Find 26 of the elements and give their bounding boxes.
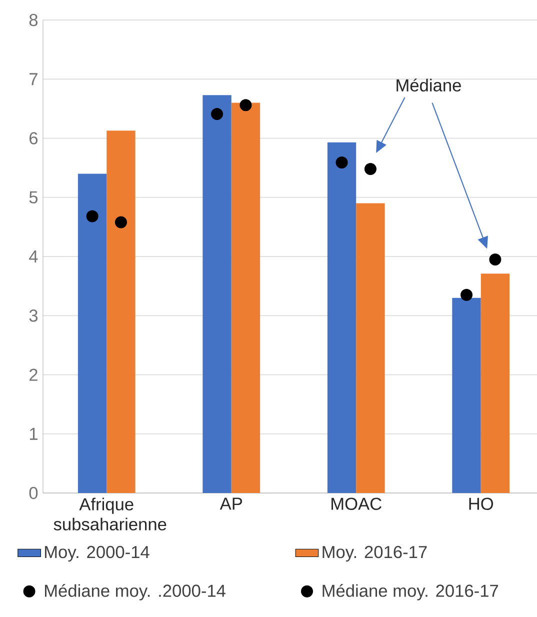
y-tick-label: 2	[30, 368, 38, 381]
y-tick-label: 3	[29, 309, 38, 322]
legend-label: Médiane moy. .2000-14	[45, 584, 226, 600]
legend-label: Médiane moy. 2016-17	[322, 584, 498, 600]
y-tick-label: 0	[29, 486, 38, 500]
bar	[202, 95, 232, 493]
y-tick-label: 8	[29, 14, 38, 26]
y-tick-label: 6	[30, 132, 38, 144]
legend-label: Moy. 2000-14	[45, 546, 150, 562]
y-tick-label: 7	[30, 73, 38, 86]
x-tick-label: MOAC	[332, 498, 382, 510]
bar	[106, 130, 136, 493]
y-tick-label: 4	[29, 250, 38, 262]
bar	[480, 274, 510, 493]
x-tick-label: AP	[220, 498, 242, 510]
annotation: Médiane	[396, 78, 461, 92]
bar	[231, 102, 260, 493]
x-tick-label: Afrique subsaharienne	[54, 498, 166, 530]
bar	[78, 174, 107, 493]
bar	[327, 142, 356, 493]
legend-label: Moy. 2016-17	[322, 546, 427, 562]
bar	[452, 298, 481, 493]
y-tick-label: 5	[29, 191, 38, 204]
y-tick-label: 1	[30, 428, 38, 440]
bar	[356, 203, 385, 493]
x-tick-label: HO	[469, 498, 494, 510]
